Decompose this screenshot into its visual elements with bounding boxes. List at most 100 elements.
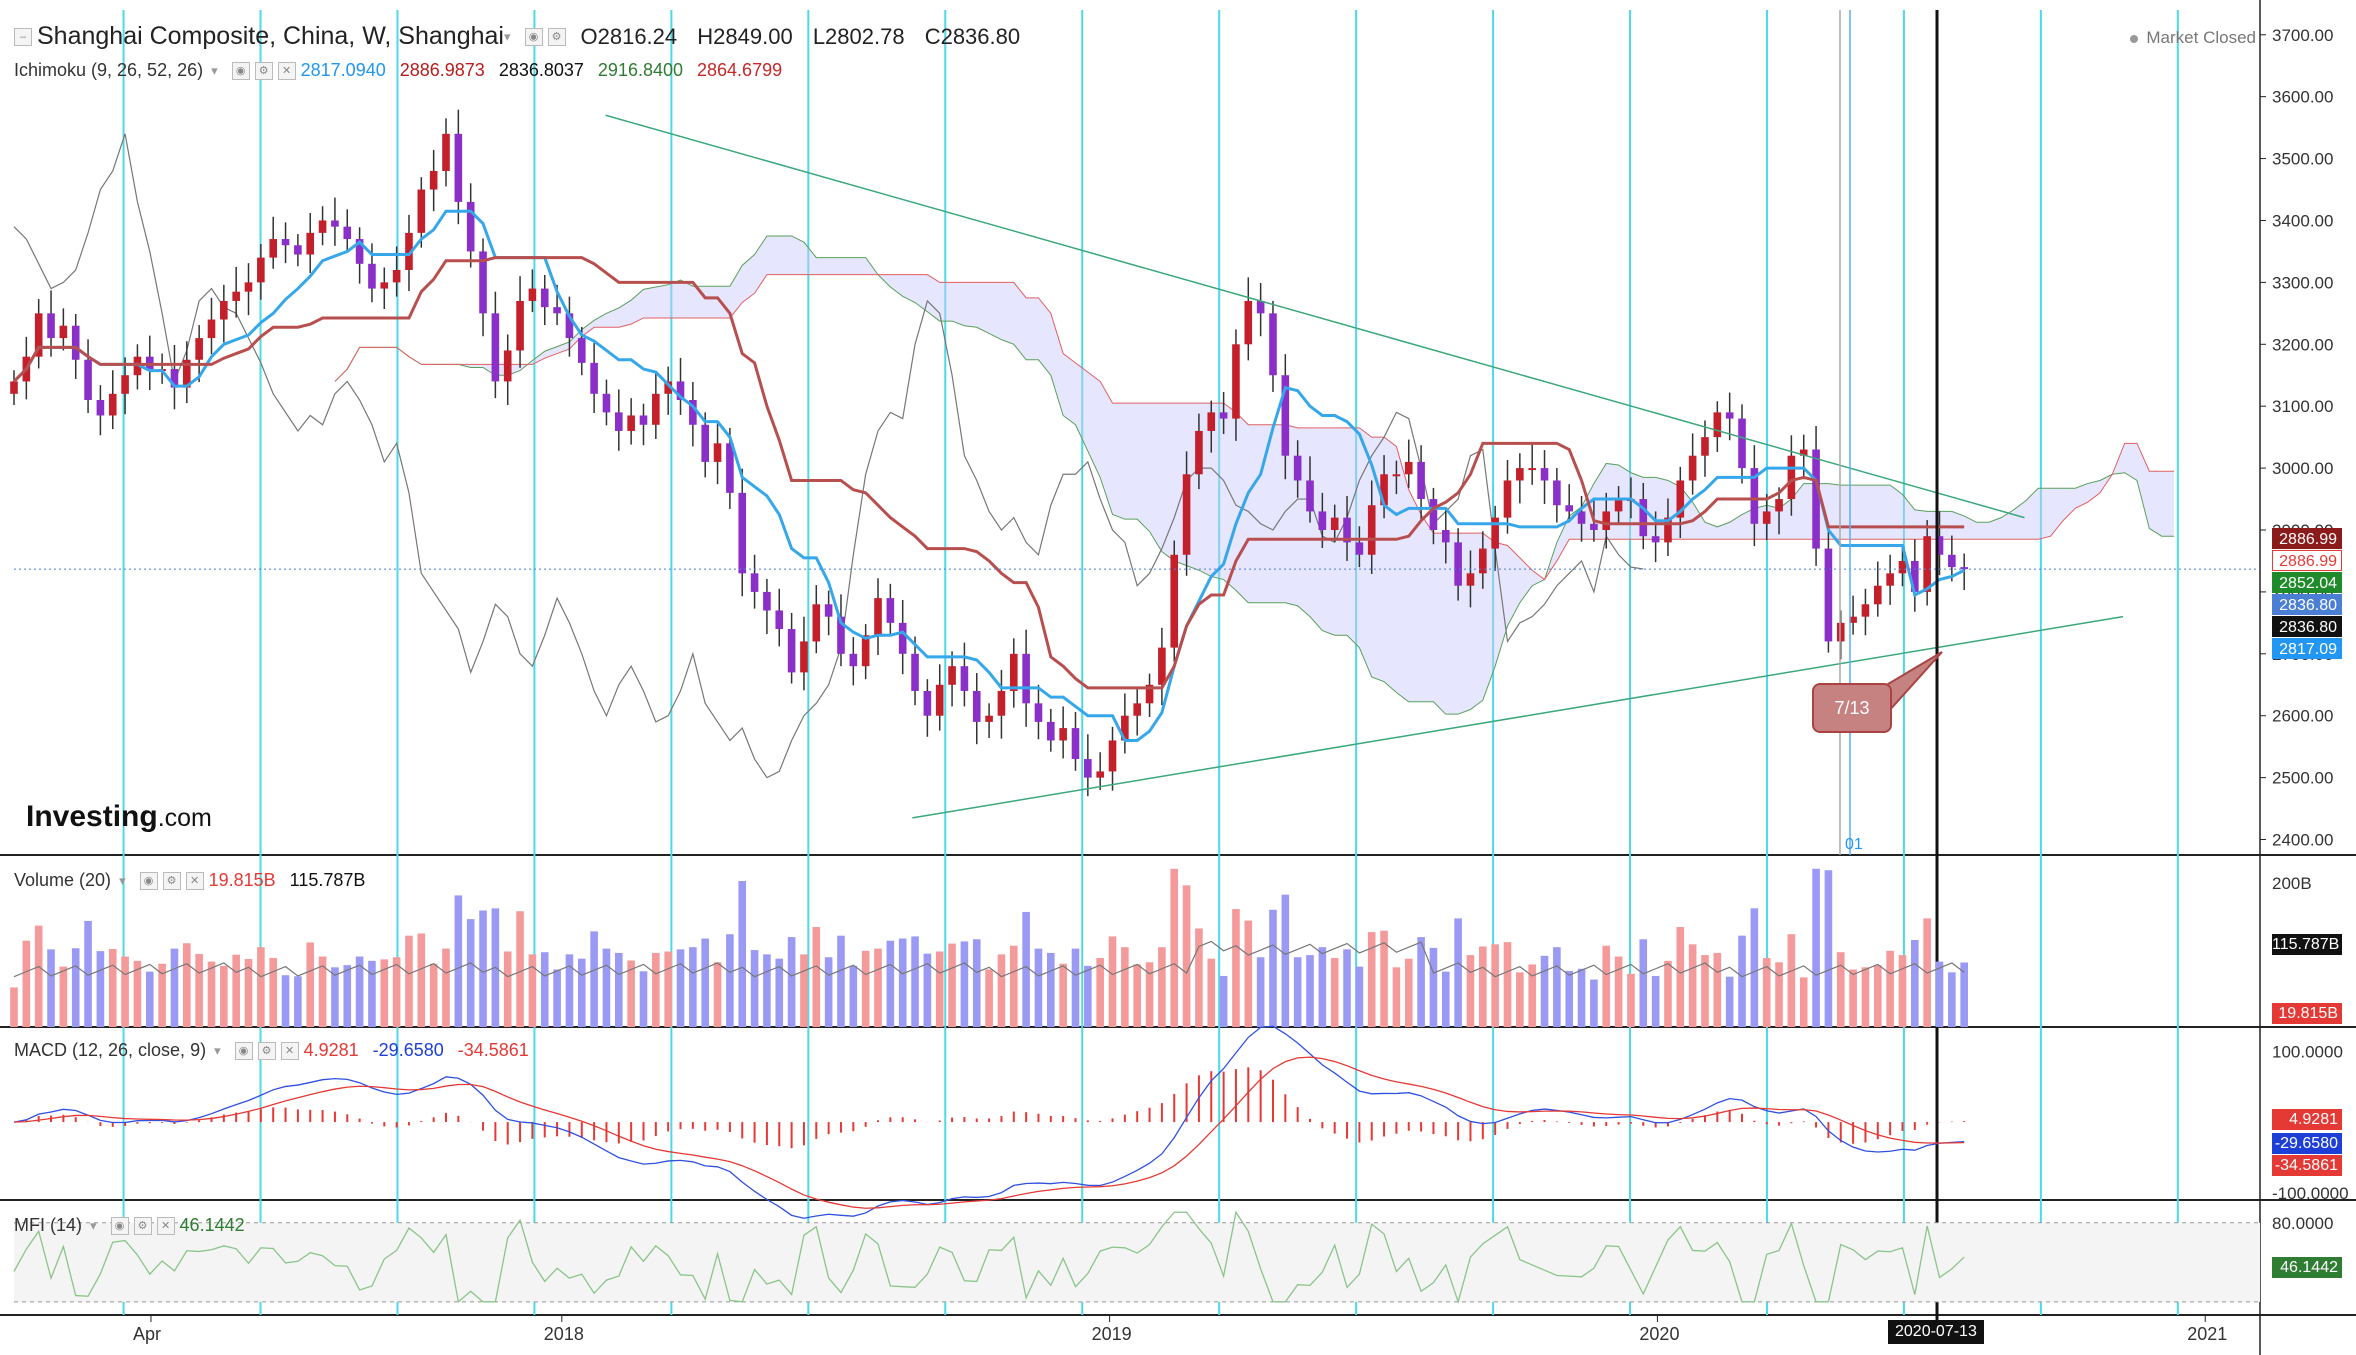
chevron-down-icon[interactable]: ▾ — [503, 28, 511, 44]
settings-icon[interactable]: ⚙ — [133, 1216, 152, 1235]
volume-tick-label: 200B — [2272, 874, 2312, 893]
candle — [442, 133, 450, 171]
volume-bar — [1145, 962, 1154, 1027]
close-icon[interactable]: ✕ — [277, 61, 296, 80]
volume-bar — [1775, 962, 1783, 1027]
candle — [1145, 684, 1154, 704]
candle — [553, 307, 561, 314]
settings-icon[interactable]: ⚙ — [257, 1041, 276, 1060]
candle — [985, 715, 993, 722]
chevron-down-icon[interactable]: ▾ — [90, 1217, 97, 1233]
candle — [1948, 554, 1956, 568]
volume-bar — [1466, 955, 1475, 1027]
volume-bar — [553, 969, 561, 1027]
volume-bar — [1725, 976, 1734, 1027]
candle — [1232, 344, 1240, 419]
price-tick-label: 2400.00 — [2272, 831, 2333, 850]
volume-bar — [1380, 930, 1388, 1027]
volume-bar — [1441, 971, 1450, 1027]
logo-text: Investing — [26, 800, 158, 833]
candle — [170, 369, 179, 388]
ichimoku-value-2: 2836.8037 — [498, 60, 584, 80]
date-callout[interactable]: 7/13 — [1812, 683, 1892, 733]
candle — [1873, 585, 1882, 605]
candle — [787, 629, 796, 673]
candle — [1207, 412, 1216, 431]
volume-bar — [738, 881, 747, 1027]
settings-icon[interactable]: ⚙ — [162, 871, 181, 890]
candle — [1367, 505, 1376, 555]
candle — [1479, 548, 1487, 574]
volume-bar — [1009, 945, 1018, 1027]
volume-bar — [1540, 955, 1549, 1027]
candle — [1849, 616, 1857, 623]
macd-label[interactable]: MACD (12, 26, close, 9) — [14, 1040, 207, 1060]
close-icon[interactable]: ✕ — [185, 871, 204, 890]
settings-icon[interactable]: ⚙ — [547, 27, 566, 46]
price-label: 2817.09 — [2272, 638, 2342, 660]
volume-bar — [1701, 955, 1709, 1027]
volume-bar — [1207, 958, 1216, 1027]
candle — [1836, 622, 1845, 642]
volume-bar — [108, 948, 117, 1027]
volume-bar — [1836, 952, 1845, 1027]
price-tick-label: 3100.00 — [2272, 397, 2333, 416]
mfi-value-0: 46.1442 — [179, 1215, 245, 1235]
ichimoku-label[interactable]: Ichimoku (9, 26, 52, 26) — [14, 60, 204, 80]
candle — [108, 393, 117, 416]
volume-bar — [1392, 967, 1401, 1027]
volume-bar — [639, 971, 648, 1027]
eye-icon[interactable]: ◉ — [234, 1041, 253, 1060]
trendline — [605, 114, 2025, 519]
price-label: 2886.99 — [2272, 528, 2342, 550]
chevron-down-icon[interactable]: ▾ — [211, 62, 218, 78]
volume-bar — [972, 939, 981, 1027]
close-icon[interactable]: ✕ — [156, 1216, 175, 1235]
volume-bar — [318, 956, 327, 1027]
volume-bar — [343, 965, 352, 1027]
close-icon[interactable]: ✕ — [280, 1041, 299, 1060]
eye-icon[interactable]: ◉ — [110, 1216, 129, 1235]
chevron-down-icon[interactable]: ▾ — [214, 1042, 221, 1058]
volume-bar — [775, 958, 784, 1027]
mfi-label[interactable]: MFI (14) — [14, 1215, 83, 1235]
volume-label[interactable]: Volume (20) — [14, 870, 112, 890]
candle — [355, 239, 364, 264]
time-tick-label: Apr — [133, 1324, 161, 1344]
volume-bar — [1676, 927, 1685, 1027]
candle — [1133, 703, 1142, 716]
axes: 2400.002500.002600.002700.002800.002900.… — [133, 26, 2349, 1344]
volume-bar — [713, 962, 722, 1027]
mfi-pane — [13, 1210, 2260, 1305]
volume-bar — [158, 963, 166, 1027]
candle — [1812, 449, 1820, 549]
eye-icon[interactable]: ◉ — [524, 27, 543, 46]
volume-bar — [652, 952, 660, 1027]
candle — [775, 610, 784, 630]
candle — [1219, 412, 1228, 419]
candle — [368, 263, 376, 289]
volume-bar — [1219, 975, 1228, 1027]
symbol-title[interactable]: Shanghai Composite, China, W, Shanghai — [37, 22, 504, 50]
candle — [269, 239, 278, 258]
candle — [1750, 468, 1759, 524]
price-tick-label: 3200.00 — [2272, 335, 2333, 354]
collapse-icon[interactable]: – — [14, 27, 32, 46]
price-tick-label: 2500.00 — [2272, 769, 2333, 788]
candle — [1009, 653, 1018, 691]
volume-bar — [1071, 948, 1080, 1027]
volume-bar — [133, 960, 142, 1027]
eye-icon[interactable]: ◉ — [231, 61, 250, 80]
settings-icon[interactable]: ⚙ — [254, 61, 273, 80]
candle — [1182, 474, 1191, 555]
chevron-down-icon[interactable]: ▾ — [119, 872, 126, 888]
volume-bar — [1762, 957, 1771, 1027]
eye-icon[interactable]: ◉ — [139, 871, 158, 890]
candle — [1380, 474, 1388, 506]
volume-bar — [1022, 911, 1030, 1027]
volume-bar — [528, 954, 537, 1027]
pane-value-label: -29.6580 — [2272, 1133, 2342, 1155]
ichimoku-legend: Ichimoku (9, 26, 52, 26) ▾ ◉ ⚙ ✕ 2817.09… — [14, 60, 796, 81]
volume-bar — [1343, 949, 1351, 1027]
